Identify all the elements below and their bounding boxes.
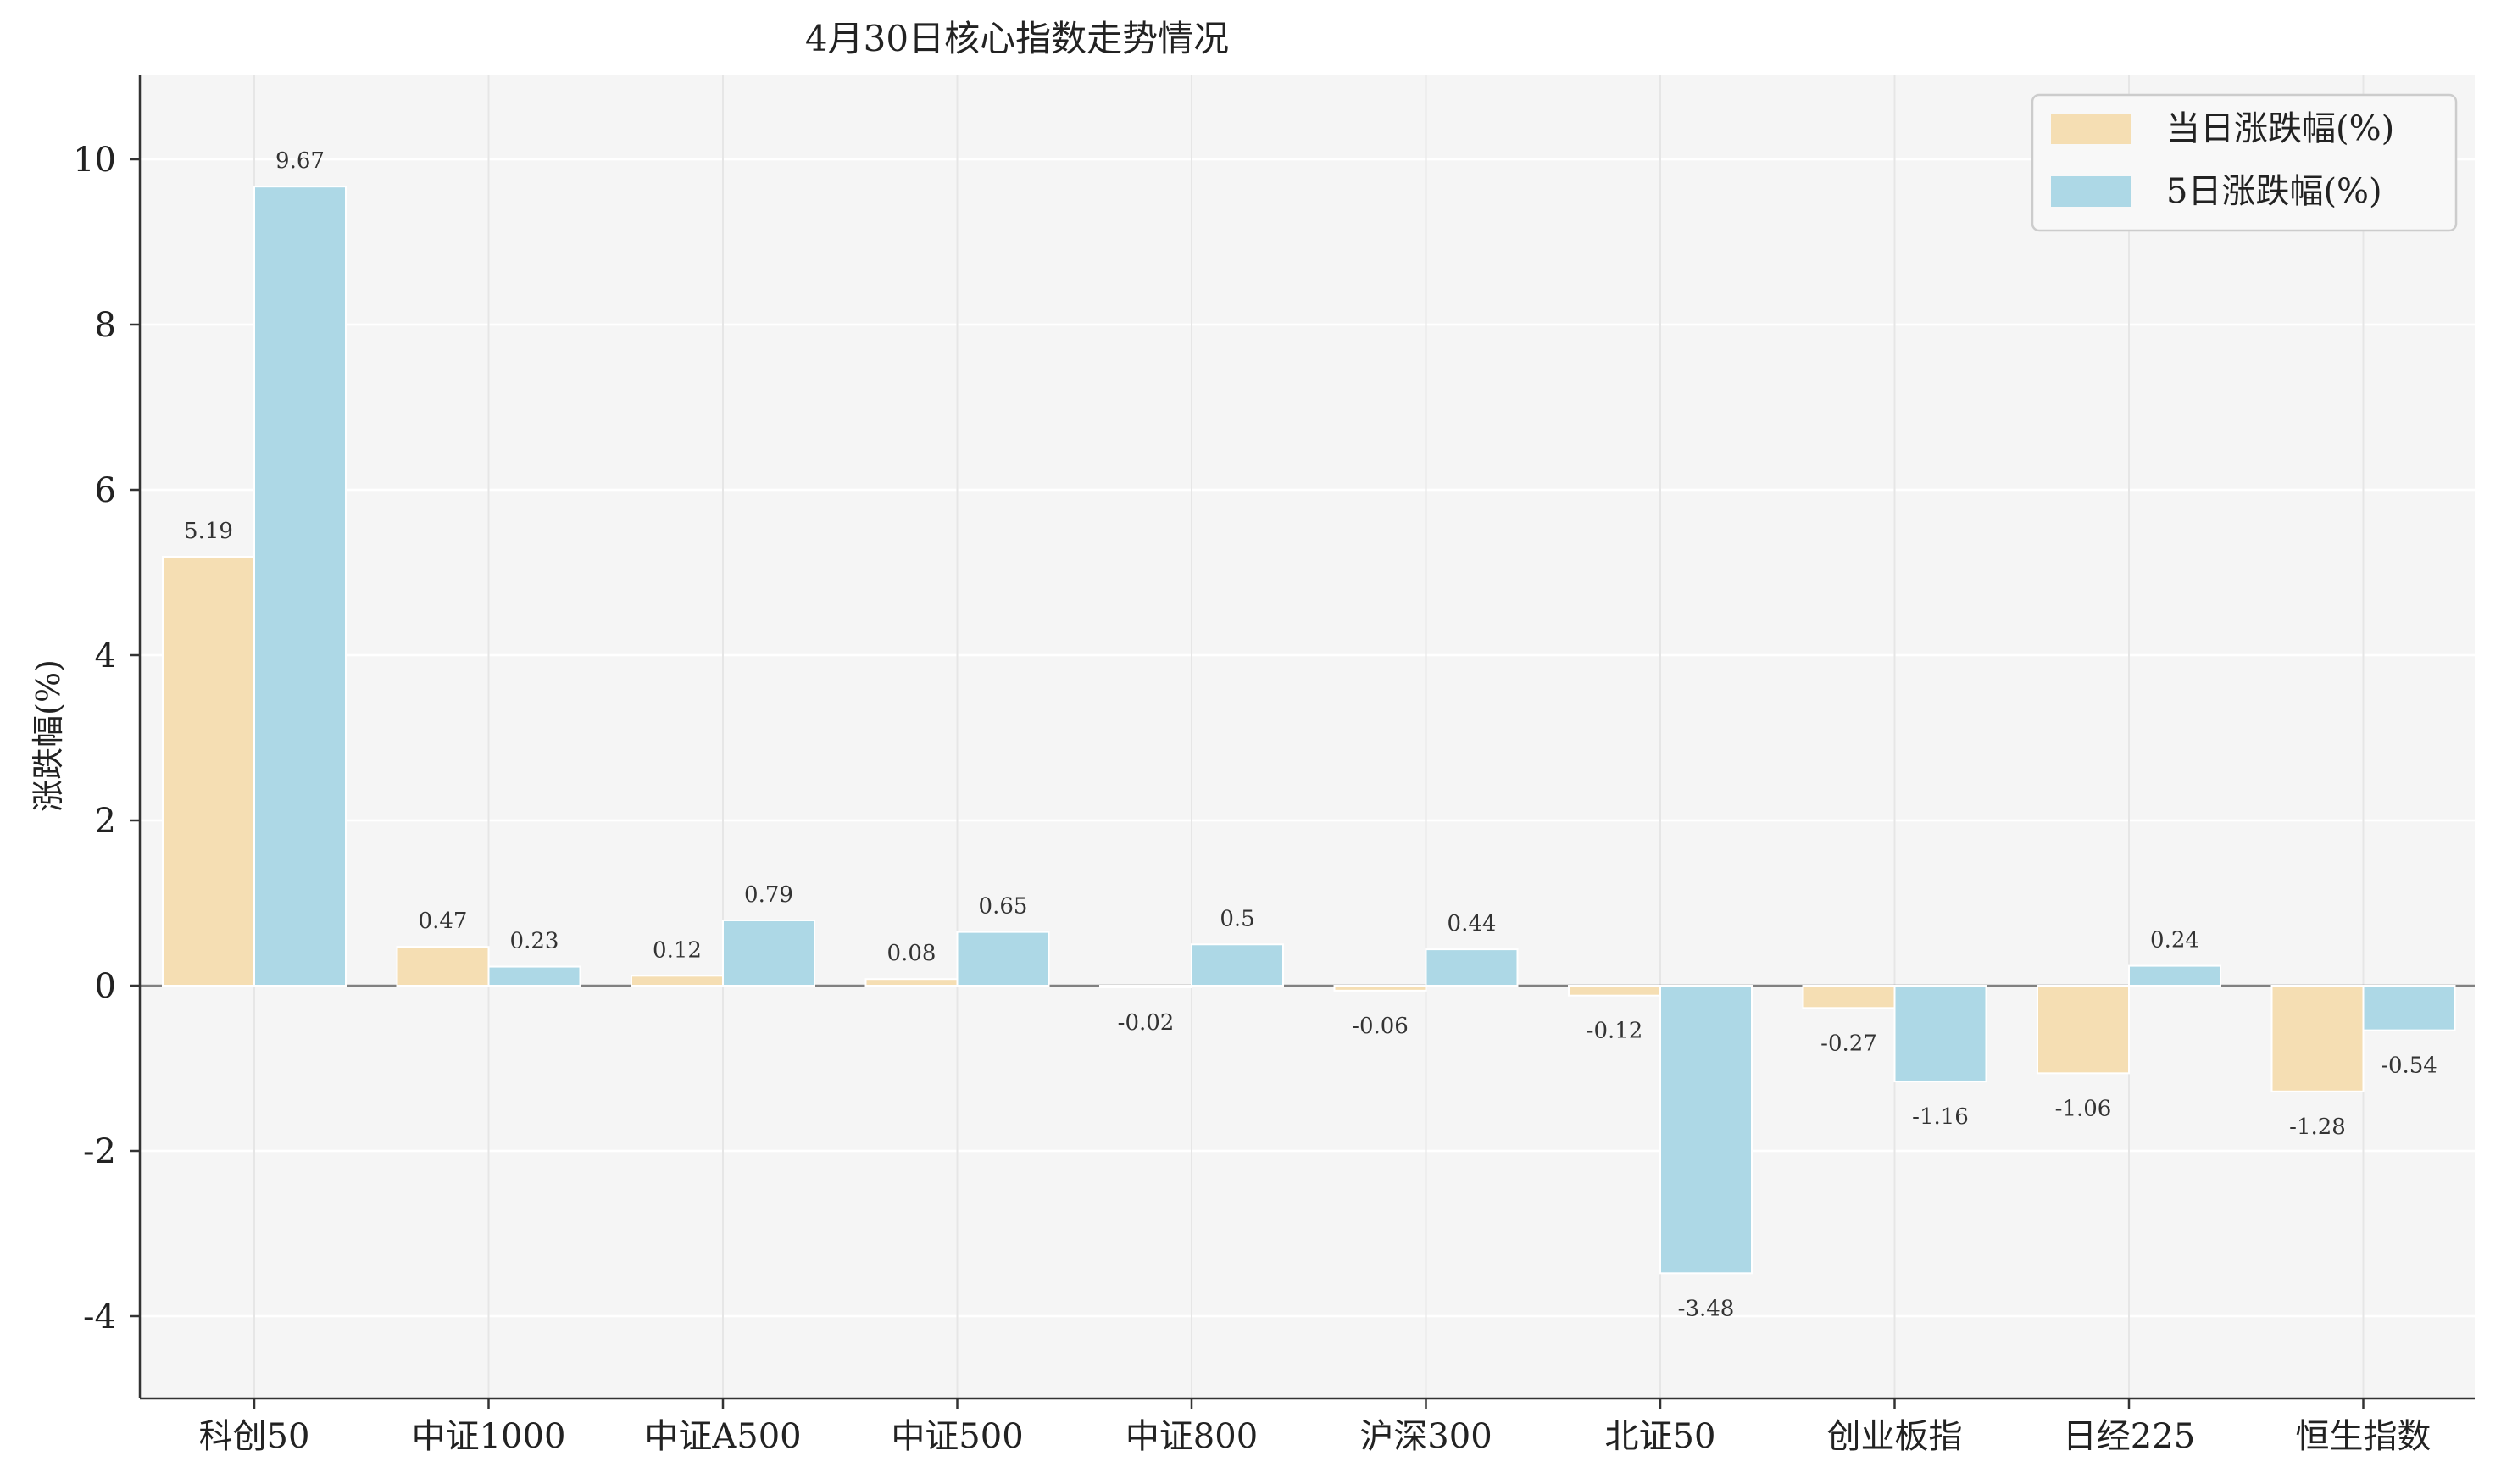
bar-s1-0 — [253, 186, 347, 987]
data-label-s1-0: 9.67 — [275, 148, 325, 174]
legend-swatch-5day — [2051, 176, 2131, 207]
bar-s1-9 — [2362, 985, 2456, 1031]
data-label-s0-3: 0.08 — [887, 941, 936, 966]
bar-s0-1 — [396, 946, 490, 987]
plot-area — [140, 75, 2475, 1398]
legend-label-daily: 当日涨跌幅(%) — [2166, 109, 2394, 148]
legend-label-5day: 5日涨跌幅(%) — [2166, 172, 2382, 211]
y-tick-label-3: 2 — [95, 802, 116, 841]
bar-s0-3 — [864, 978, 959, 987]
bar-s1-3 — [956, 931, 1050, 987]
bar-s0-7 — [1802, 985, 1896, 1009]
x-tick-label-5: 沪深300 — [1359, 1417, 1492, 1456]
x-tick-label-4: 中证800 — [1125, 1417, 1258, 1456]
data-label-s1-7: -1.16 — [1912, 1104, 1969, 1130]
bar-s1-6 — [1659, 985, 1753, 1275]
chart-title: 4月30日核心指数走势情况 — [805, 18, 1229, 59]
x-tick-label-1: 中证1000 — [412, 1417, 566, 1456]
data-label-s0-7: -0.27 — [1820, 1031, 1877, 1056]
data-label-s1-2: 0.79 — [744, 882, 793, 908]
x-tick-label-8: 日经225 — [2063, 1417, 2195, 1456]
data-label-s1-1: 0.23 — [510, 929, 559, 954]
x-tick-label-9: 恒生指数 — [2296, 1417, 2432, 1456]
bars — [162, 186, 2456, 1275]
bar-s0-5 — [1333, 985, 1427, 992]
gridlines — [140, 75, 2475, 1398]
bar-s1-1 — [487, 965, 581, 987]
x-tick-label-0: 科创50 — [199, 1417, 310, 1456]
y-tick-label-6: 8 — [95, 306, 116, 345]
x-tick-label-6: 北证50 — [1605, 1417, 1716, 1456]
bar-s1-5 — [1425, 948, 1519, 987]
data-label-s1-9: -0.54 — [2381, 1053, 2437, 1079]
bar-s0-6 — [1568, 985, 1661, 997]
x-ticks: 科创50 中证1000 中证A500 中证500 中证800 沪深300 北证50 创业板指 日… — [199, 1398, 2432, 1456]
data-label-s1-8: 0.24 — [2150, 928, 2199, 953]
bar-s1-2 — [722, 919, 815, 987]
bar-s1-7 — [1893, 985, 1987, 1083]
y-axis-label: 涨跌幅(%) — [30, 659, 67, 812]
x-tick-label-3: 中证500 — [891, 1417, 1023, 1456]
data-labels: 5.19 9.67 0.47 0.23 0.12 0.79 0.08 0.65 -0.02 0.5… — [184, 148, 2437, 1321]
data-label-s0-2: 0.12 — [653, 937, 702, 963]
data-label-s1-6: -3.48 — [1678, 1296, 1735, 1321]
bar-s0-8 — [2037, 985, 2130, 1075]
bar-s1-8 — [2128, 964, 2221, 987]
y-ticks: -4 -2 0 2 4 6 8 10 — [73, 141, 140, 1337]
bar-s0-0 — [162, 555, 255, 987]
bar-s0-2 — [631, 975, 724, 987]
y-tick-label-4: 4 — [95, 636, 116, 675]
y-tick-label-2: 0 — [95, 967, 116, 1006]
data-label-s0-1: 0.47 — [419, 909, 468, 934]
bar-s0-9 — [2270, 985, 2365, 1092]
bar-s1-4 — [1191, 943, 1284, 987]
data-label-s0-4: -0.02 — [1118, 1010, 1175, 1036]
legend-box — [2031, 93, 2458, 232]
y-tick-label-0: -4 — [83, 1298, 116, 1337]
data-label-s1-5: 0.44 — [1448, 911, 1497, 937]
legend-swatch-daily — [2051, 114, 2131, 144]
x-tick-label-7: 创业板指 — [1827, 1417, 1963, 1456]
data-label-s0-5: -0.06 — [1352, 1014, 1409, 1039]
legend: 当日涨跌幅(%) 5日涨跌幅(%) — [2031, 93, 2458, 232]
data-label-s1-3: 0.65 — [979, 894, 1028, 920]
bar-s0-4 — [1099, 985, 1192, 988]
data-label-s0-8: -1.06 — [2055, 1096, 2112, 1121]
x-tick-label-2: 中证A500 — [644, 1417, 801, 1456]
data-label-s0-6: -0.12 — [1587, 1019, 1643, 1044]
y-tick-label-7: 10 — [73, 141, 116, 180]
y-tick-label-1: -2 — [83, 1132, 116, 1171]
y-tick-label-5: 6 — [95, 471, 116, 510]
data-label-s0-0: 5.19 — [184, 519, 233, 544]
data-label-s1-4: 0.5 — [1220, 906, 1254, 931]
data-label-s0-9: -1.28 — [2289, 1114, 2346, 1140]
